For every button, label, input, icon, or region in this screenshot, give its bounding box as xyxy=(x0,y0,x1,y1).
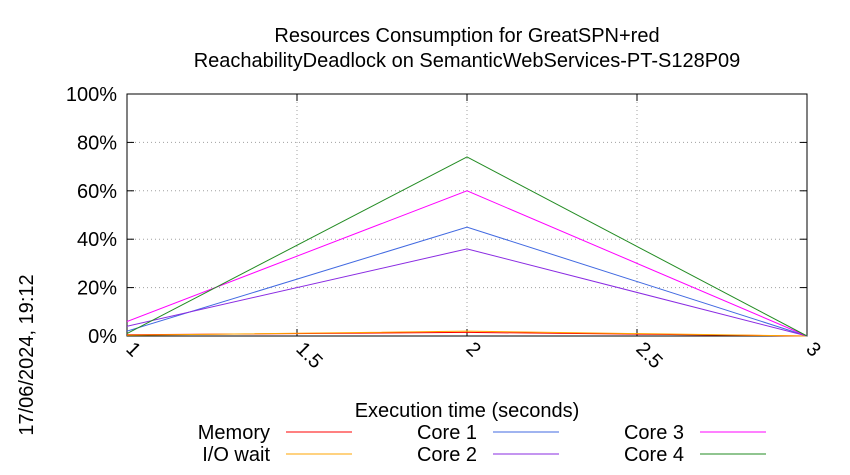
series-lines xyxy=(126,156,808,337)
x-tick-label: 1.5 xyxy=(291,338,326,373)
y-tick-label: 100% xyxy=(66,84,117,106)
series-line-core-1 xyxy=(126,226,808,337)
x-tick-label: 3 xyxy=(801,338,824,361)
legend-label-i-o-wait: I/O wait xyxy=(202,444,270,466)
chart-title-line1: Resources Consumption for GreatSPN+red xyxy=(274,25,659,47)
y-tick-label: 0% xyxy=(88,326,117,348)
series-line-core-3 xyxy=(126,190,808,337)
legend-label-memory: Memory xyxy=(198,422,270,444)
series-line-core-4 xyxy=(126,156,808,337)
legend-label-core-3: Core 3 xyxy=(624,422,684,444)
x-tick-label: 1 xyxy=(121,338,144,361)
series-line-i-o-wait xyxy=(126,330,808,337)
timestamp-label: 17/06/2024, 19:12 xyxy=(16,274,38,435)
x-axis-label: Execution time (seconds) xyxy=(355,400,580,422)
y-tick-label: 60% xyxy=(77,181,117,203)
x-tick-label: 2 xyxy=(461,338,484,361)
y-tick-label: 80% xyxy=(77,132,117,154)
legend-label-core-2: Core 2 xyxy=(417,444,477,466)
legend-label-core-1: Core 1 xyxy=(417,422,477,444)
y-tick-label: 40% xyxy=(77,229,117,251)
y-tick-label: 20% xyxy=(77,278,117,300)
legend-label-core-4: Core 4 xyxy=(624,444,684,466)
x-tick-label: 2.5 xyxy=(631,338,666,373)
chart-title-line2: ReachabilityDeadlock on SemanticWebServi… xyxy=(194,50,741,72)
y-axis-ticks: 0% 20% 40% 60% 80% 100% xyxy=(66,84,807,348)
series-line-core-2 xyxy=(126,248,808,337)
